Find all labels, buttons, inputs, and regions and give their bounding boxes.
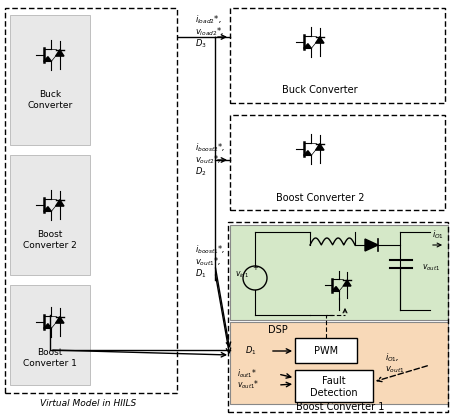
Text: $D_1$: $D_1$ <box>245 345 256 357</box>
Polygon shape <box>304 151 311 155</box>
Bar <box>10 155 90 275</box>
Polygon shape <box>316 37 324 43</box>
Polygon shape <box>316 144 324 150</box>
Bar <box>295 338 357 363</box>
Polygon shape <box>365 239 378 251</box>
Polygon shape <box>56 200 64 206</box>
Polygon shape <box>332 286 339 291</box>
Text: Boost Converter 2: Boost Converter 2 <box>276 193 364 203</box>
Polygon shape <box>43 324 51 328</box>
Text: $v_{out1}$: $v_{out1}$ <box>422 263 440 273</box>
Text: $v_{out1}$*,: $v_{out1}$*, <box>195 256 222 268</box>
Polygon shape <box>56 317 64 323</box>
Text: $i_{boost1}$*,: $i_{boost1}$*, <box>195 244 225 256</box>
Bar <box>230 225 448 320</box>
Text: $D_3$: $D_3$ <box>195 38 207 50</box>
Text: $i_{out1}$*: $i_{out1}$* <box>237 368 257 380</box>
Text: Virtual Model in HIILS: Virtual Model in HIILS <box>40 399 136 409</box>
Text: $v_{load2}$*,: $v_{load2}$*, <box>195 26 224 38</box>
Bar <box>228 222 448 412</box>
Bar <box>10 15 90 145</box>
Text: $v_{in1}$: $v_{in1}$ <box>235 270 249 280</box>
Bar <box>295 370 373 402</box>
Polygon shape <box>43 57 51 61</box>
Text: Buck Converter: Buck Converter <box>282 85 358 95</box>
Text: $v_{out1}$*: $v_{out1}$* <box>237 379 260 391</box>
Bar <box>10 285 90 385</box>
Text: $i_{load2}$*,: $i_{load2}$*, <box>195 14 222 26</box>
Text: $D_1$: $D_1$ <box>195 268 207 280</box>
Text: Fault
Detection: Fault Detection <box>310 376 358 398</box>
Text: $i_{O1}$,: $i_{O1}$, <box>385 352 400 364</box>
Polygon shape <box>343 280 351 286</box>
Text: $i_{O1}$: $i_{O1}$ <box>432 229 444 241</box>
Text: DSP: DSP <box>268 325 288 335</box>
Polygon shape <box>43 207 51 211</box>
Text: $v_{out1}$: $v_{out1}$ <box>385 365 405 375</box>
Text: +: + <box>252 265 258 271</box>
Text: Boost
Converter 2: Boost Converter 2 <box>23 230 77 250</box>
Text: PWM: PWM <box>314 346 338 356</box>
Text: Boost
Converter 1: Boost Converter 1 <box>23 348 77 368</box>
Text: Boost Converter 1: Boost Converter 1 <box>296 402 384 412</box>
Text: $D_2$: $D_2$ <box>195 166 207 178</box>
Bar <box>230 115 445 210</box>
Bar <box>230 8 445 103</box>
Bar <box>5 8 177 393</box>
Bar <box>230 322 448 404</box>
Text: Buck
Converter: Buck Converter <box>27 90 72 110</box>
Polygon shape <box>56 50 64 56</box>
Polygon shape <box>304 44 311 48</box>
Text: $v_{out2}$*,: $v_{out2}$*, <box>195 154 222 166</box>
Text: $i_{boost2}$*,: $i_{boost2}$*, <box>195 142 225 154</box>
